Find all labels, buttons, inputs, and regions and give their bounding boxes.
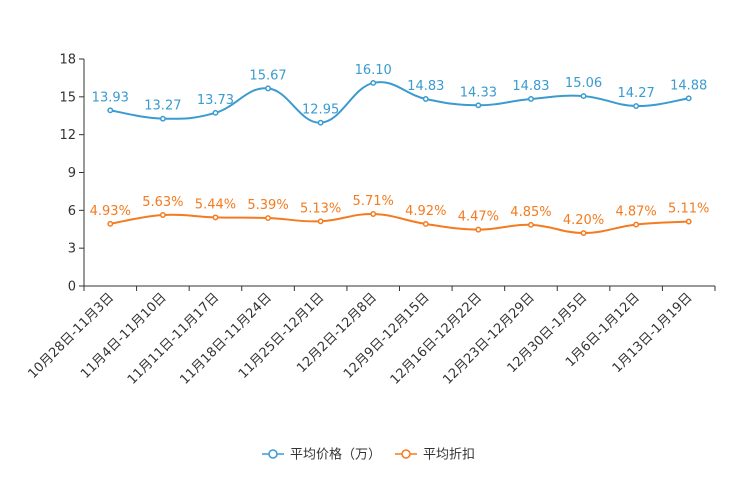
data-label: 12.95: [302, 103, 339, 118]
data-label: 4.93%: [90, 204, 131, 219]
data-label: 13.73: [197, 93, 234, 108]
x-tick-label: 10月28日-11月3日: [25, 290, 117, 382]
data-label: 14.27: [618, 86, 655, 101]
data-point: [265, 85, 271, 92]
series-1: 13.93 13.27 13.73 15.67 12.95 16.10 14.83 14.33…: [92, 63, 707, 126]
data-point: [370, 80, 377, 86]
data-point: [265, 215, 271, 221]
data-point: [475, 226, 482, 233]
data-label: 13.93: [92, 90, 129, 105]
data-label: 4.85%: [510, 205, 551, 220]
y-tick-label: 12: [59, 128, 76, 143]
data-point: [422, 96, 429, 102]
data-point: [633, 221, 640, 228]
y-tick-label: 0: [68, 280, 76, 295]
data-point: [159, 212, 166, 218]
legend-label: 平均价格（万）: [290, 447, 381, 463]
legend-item-1: 平均价格（万）: [262, 447, 381, 463]
data-point: [212, 109, 219, 116]
series-layer: 13.93 13.27 13.73 15.67 12.95 16.10 14.83 14.33…: [90, 63, 709, 236]
data-point: [317, 218, 324, 225]
y-tick-label: 6: [68, 204, 76, 219]
data-label: 4.87%: [615, 205, 656, 220]
data-label: 5.44%: [195, 197, 236, 212]
data-point: [475, 102, 482, 109]
data-point: [212, 214, 219, 221]
data-label: 4.20%: [563, 213, 604, 228]
legend-marker: [401, 449, 411, 459]
data-label: 5.11%: [668, 202, 709, 217]
data-point: [685, 218, 692, 225]
data-point: [159, 115, 166, 122]
data-point: [422, 221, 429, 227]
data-label: 15.67: [249, 68, 286, 83]
data-label: 13.27: [144, 99, 181, 114]
legend-item-2: 平均折扣: [395, 448, 475, 463]
series-2: 4.93% 5.63% 5.44% 5.39% 5.13% 5.71% 4.92% 4.47%…: [90, 194, 709, 236]
data-label: 14.88: [670, 78, 707, 93]
data-point: [580, 230, 587, 236]
series-line: [110, 212, 689, 235]
data-label: 14.83: [512, 79, 549, 94]
y-tick-label: 3: [68, 242, 76, 257]
data-point: [107, 220, 114, 227]
data-point: [528, 221, 534, 228]
data-label: 14.83: [407, 79, 444, 94]
data-label: 15.06: [565, 76, 602, 91]
data-label: 5.71%: [353, 194, 394, 209]
legend: 平均价格（万） 平均折扣: [262, 447, 475, 463]
data-label: 5.63%: [142, 195, 183, 210]
data-label: 4.92%: [405, 204, 446, 219]
legend-label: 平均折扣: [423, 448, 475, 463]
data-point: [370, 211, 377, 217]
data-label: 16.10: [355, 63, 392, 78]
legend-marker: [268, 449, 278, 459]
data-point: [633, 103, 640, 109]
y-tick-label: 15: [59, 90, 76, 105]
y-tick-label: 18: [59, 53, 76, 68]
x-tick-label: 12月23日-12月29日: [440, 290, 537, 387]
data-point: [528, 96, 534, 102]
data-point: [685, 95, 692, 102]
x-tick-label: 12月16日-12月22日: [388, 290, 485, 387]
data-label: 14.33: [460, 85, 497, 100]
y-tick-label: 9: [68, 166, 76, 181]
data-point: [317, 119, 324, 126]
data-label: 5.39%: [247, 198, 288, 213]
x-tick-label: 11月18日-11月24日: [177, 290, 274, 387]
data-point: [580, 93, 587, 100]
data-point: [107, 107, 114, 114]
data-label: 4.47%: [458, 210, 499, 225]
data-label: 5.13%: [300, 201, 341, 216]
x-tick-label: 11月11日-11月17日: [125, 290, 222, 387]
